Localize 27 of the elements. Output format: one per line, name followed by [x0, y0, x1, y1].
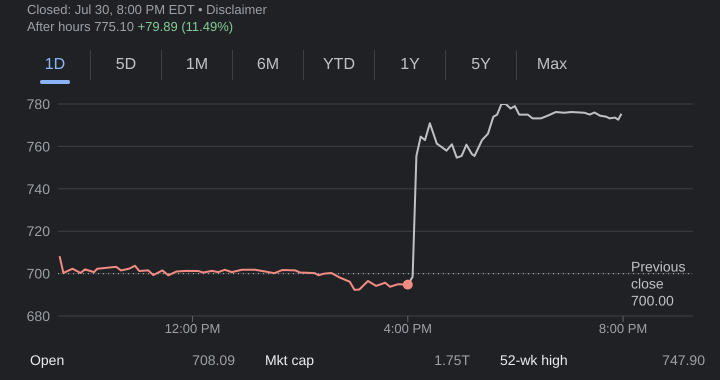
text: +79.89 (11.49%) [138, 19, 234, 34]
text: 52-wk high [500, 352, 568, 368]
y-tick-label: 740 [26, 180, 50, 197]
ref-line-label: Previous close 700.00 [631, 258, 686, 309]
text: YTD [303, 50, 374, 80]
text: 747.90 [662, 352, 705, 368]
text: 6M [232, 50, 303, 80]
x-tick-label: 8:00 PM [598, 321, 648, 336]
text: Closed: Jul 30, 8:00 PM EDT • Disclaimer [27, 2, 267, 17]
text: Open [30, 352, 64, 368]
y-tick-label: 680 [26, 308, 50, 324]
text: Mkt cap [265, 352, 314, 368]
text: After hours 775.10 [27, 19, 134, 34]
y-tick-label: 760 [26, 138, 50, 154]
text: 5Y [445, 50, 516, 80]
x-tick-label: 12:00 PM [164, 321, 220, 336]
text: 1D [44, 55, 66, 75]
text: Max [516, 50, 587, 80]
x-tick-label: 4:00 PM [384, 321, 432, 336]
y-tick-label: 700 [26, 266, 50, 282]
text: 5D [90, 50, 161, 80]
text: 1Y [374, 50, 445, 80]
text: 708.09 [192, 352, 235, 368]
y-tick-label: 720 [26, 223, 50, 240]
y-tick-label: 780 [26, 96, 50, 112]
text: 1.75T [434, 352, 470, 368]
text: 1M [161, 50, 232, 80]
